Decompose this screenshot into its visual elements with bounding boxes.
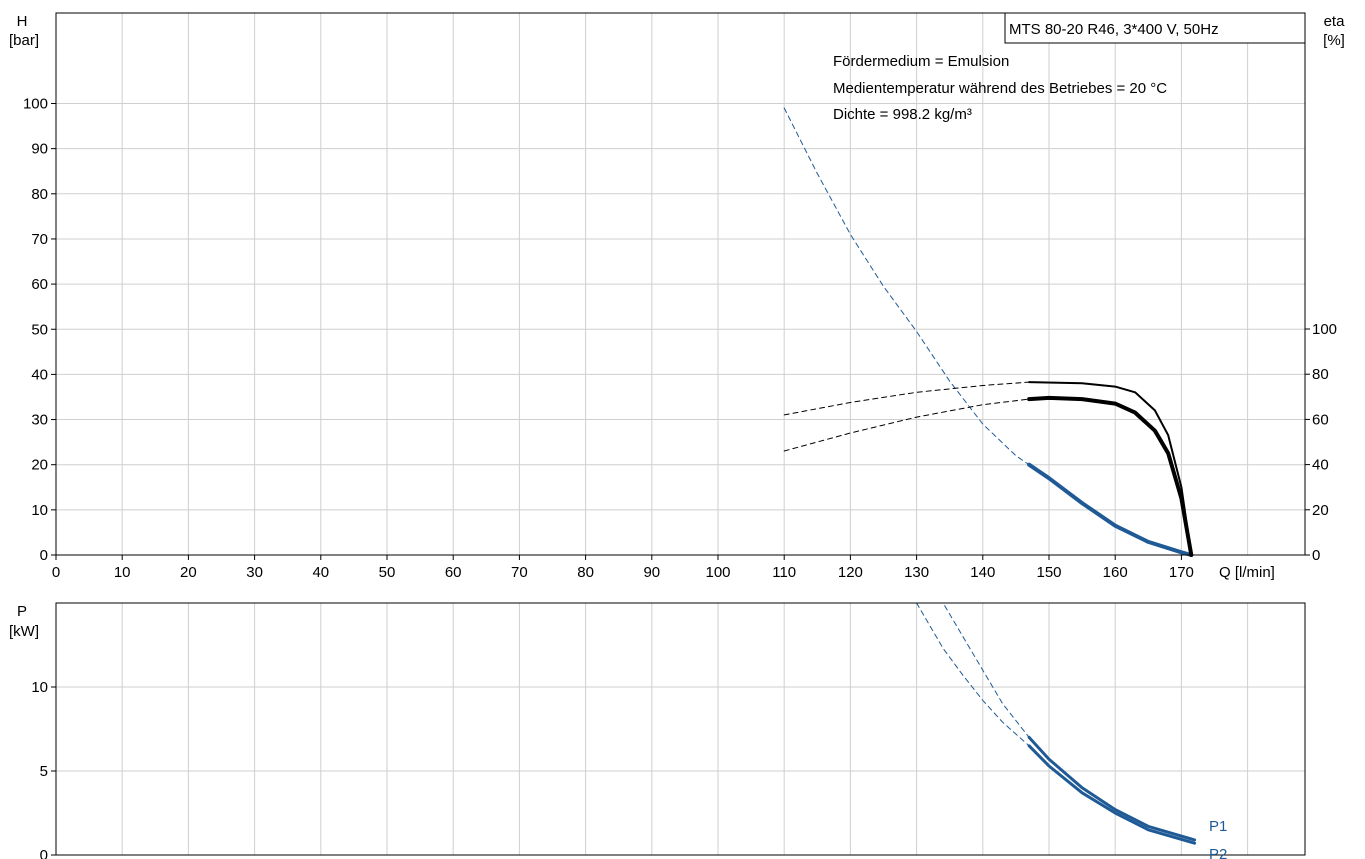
y-tick-label: 30 — [31, 412, 48, 429]
y2-tick-label: 60 — [1312, 411, 1329, 428]
x-tick-label: 40 — [312, 564, 329, 581]
x-tick-label: 100 — [705, 564, 730, 581]
y2-tick-label: 20 — [1312, 502, 1329, 519]
efficiency-curve-2 — [783, 381, 1030, 416]
y-axis-label-h: H — [17, 13, 28, 30]
y-tick-label: 70 — [31, 231, 48, 248]
efficiency-curve-3 — [1028, 381, 1193, 556]
bottom-curves — [783, 602, 1197, 845]
x-tick-label: 130 — [904, 564, 929, 581]
y-tick-label: 90 — [31, 141, 48, 158]
annotation-medium: Fördermedium = Emulsion — [833, 53, 1009, 70]
y2-tick-label: 0 — [1312, 547, 1320, 564]
x-tick-label: 60 — [445, 564, 462, 581]
annotation-density: Dichte = 998.2 kg/m³ — [833, 106, 972, 123]
x-tick-label: 30 — [246, 564, 263, 581]
y2-tick-label: 40 — [1312, 457, 1329, 474]
efficiency-curve-4 — [783, 398, 1030, 452]
power-curve-p2-2 — [916, 602, 1030, 747]
power-tick-label: 5 — [40, 763, 48, 780]
y-tick-label: 100 — [23, 96, 48, 113]
power-tick-label: 10 — [31, 679, 48, 696]
y2-tick-label: 100 — [1312, 321, 1337, 338]
bottom-plot-frame — [55, 602, 1306, 856]
x-tick-label: 50 — [379, 564, 396, 581]
x-axis-label: Q [l/min] — [1219, 564, 1275, 581]
top-grid — [56, 13, 1305, 555]
power-axis-label: P — [17, 603, 27, 620]
top-x-axis: 0 10 20 30 40 50 60 70 80 90 100 110 120 130 140 150 160… — [52, 555, 1194, 581]
top-y-axis: 0 10 20 30 40 50 60 70 80 90 100 — [23, 96, 56, 564]
x-tick-label: 120 — [838, 564, 863, 581]
title-box — [1004, 12, 1306, 44]
y2-axis-label-eta: eta — [1324, 13, 1346, 30]
power-curve-p1-0 — [783, 602, 1030, 738]
x-tick-label: 80 — [577, 564, 594, 581]
x-tick-label: 150 — [1036, 564, 1061, 581]
bottom-y-axis: 0 5 10 — [31, 679, 56, 859]
x-tick-label: 70 — [511, 564, 528, 581]
x-tick-label: 160 — [1103, 564, 1128, 581]
x-tick-label: 0 — [52, 564, 60, 581]
x-tick-label: 10 — [114, 564, 131, 581]
x-tick-label: 110 — [772, 564, 796, 581]
y-tick-label: 60 — [31, 276, 48, 293]
p1-series-label: P1 — [1209, 818, 1227, 835]
y-tick-label: 50 — [31, 321, 48, 338]
x-tick-label: 170 — [1169, 564, 1194, 581]
head-curve-0 — [783, 107, 1030, 466]
p2-series-label: P2 — [1209, 846, 1227, 859]
head-curve-1 — [1027, 462, 1194, 557]
y2-tick-label: 80 — [1312, 366, 1329, 383]
annotation-temperature: Medientemperatur während des Betriebes =… — [833, 80, 1167, 97]
y-tick-label: 0 — [40, 547, 48, 564]
chart-title: MTS 80-20 R46, 3*400 V, 50Hz — [1009, 21, 1219, 38]
x-tick-label: 20 — [180, 564, 197, 581]
y-tick-label: 10 — [31, 502, 48, 519]
top-y2-axis: 0 20 40 60 80 100 — [1305, 321, 1337, 564]
power-curve-p2-3 — [1027, 744, 1197, 845]
efficiency-curve-5 — [1027, 395, 1194, 557]
y-tick-label: 20 — [31, 457, 48, 474]
x-tick-label: 90 — [643, 564, 660, 581]
top-curves — [783, 107, 1194, 557]
bottom-grid — [56, 603, 1305, 855]
y-tick-label: 40 — [31, 366, 48, 383]
power-tick-label: 0 — [40, 847, 48, 859]
y2-axis-unit-percent: [%] — [1323, 32, 1345, 49]
y-axis-unit-bar: [bar] — [9, 32, 39, 49]
y-tick-label: 80 — [31, 186, 48, 203]
x-tick-label: 140 — [970, 564, 995, 581]
power-axis-unit: [kW] — [9, 623, 39, 640]
power-curve-p1-1 — [1027, 735, 1197, 842]
